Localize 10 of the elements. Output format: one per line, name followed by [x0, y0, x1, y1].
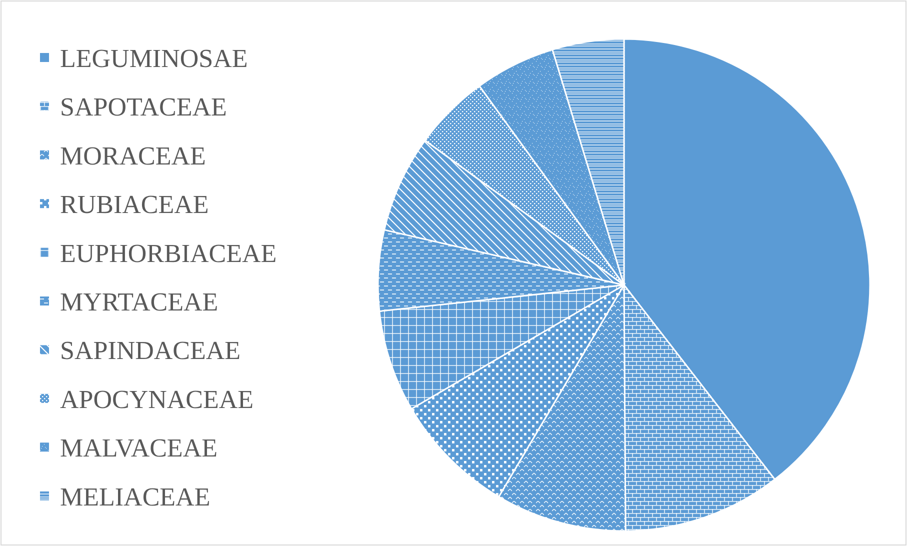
legend-label: MORACEAE	[60, 141, 206, 170]
legend-label: MALVACEAE	[60, 434, 218, 463]
legend-label: SAPOTACEAE	[60, 92, 227, 122]
legend-label: APOCYNACEAE	[60, 384, 254, 414]
legend-label: SAPINDACEAE	[60, 336, 241, 366]
legend-label: EUPHORBIACEAE	[60, 238, 277, 268]
legend-label: MYRTACEAE	[60, 288, 218, 316]
legend-label: LEGUMINOSAE	[60, 44, 248, 73]
legend-label: RUBIACEAE	[60, 190, 209, 220]
legend-label: MELIACEAE	[60, 482, 210, 512]
